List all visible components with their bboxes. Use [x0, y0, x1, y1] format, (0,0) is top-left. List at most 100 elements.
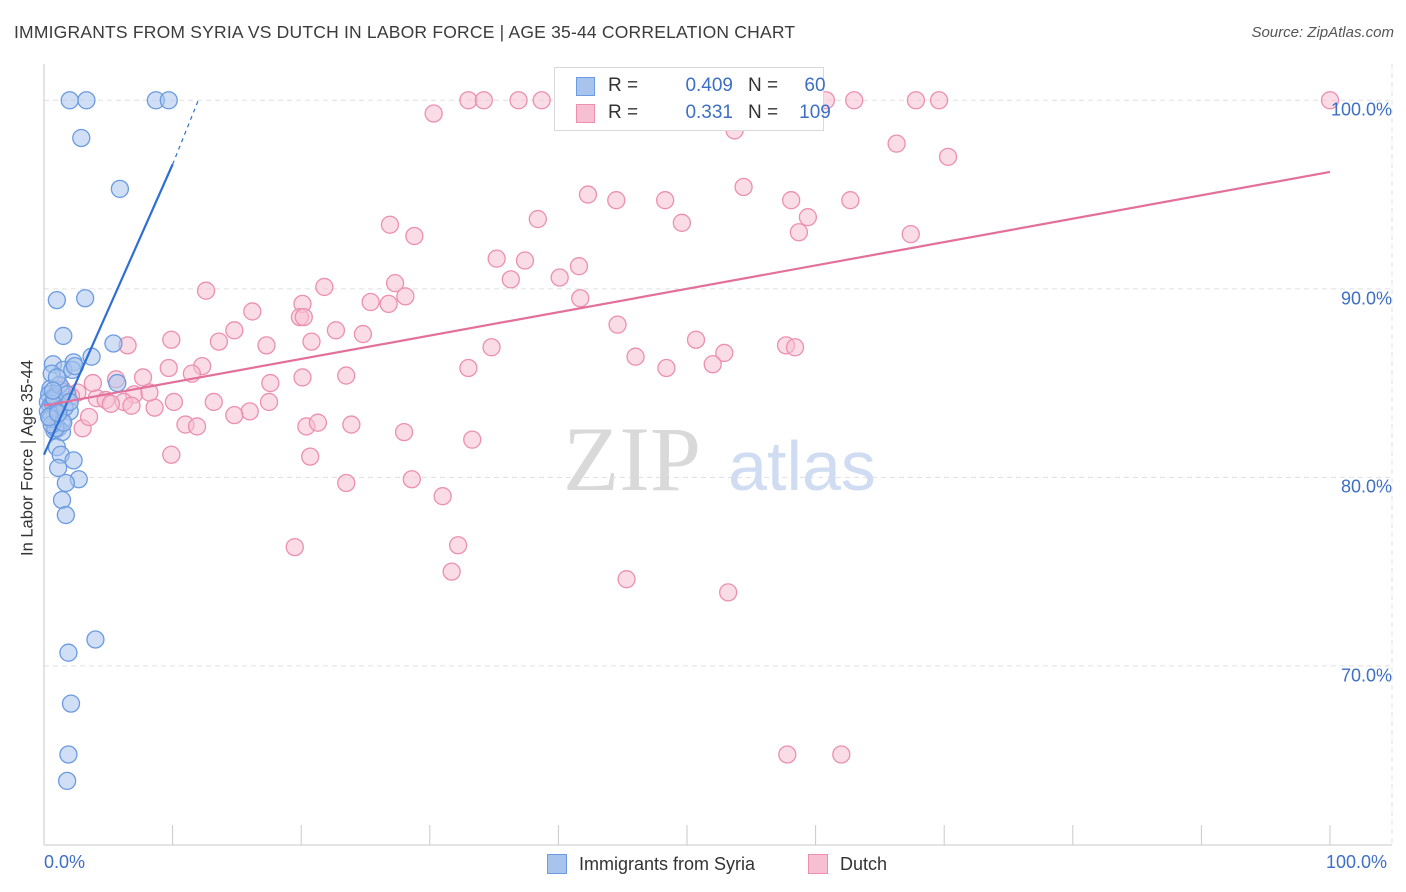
dutch-point: [285, 537, 304, 557]
dutch-point: [380, 215, 400, 234]
dutch-point: [569, 257, 589, 276]
syria-point: [76, 289, 95, 308]
dutch-point: [433, 487, 452, 506]
syria-point: [48, 458, 68, 478]
syria-point: [64, 451, 83, 470]
dutch-point: [259, 392, 279, 412]
dutch-point: [845, 91, 864, 110]
dutch-r-label: R =: [608, 102, 639, 123]
dutch-point: [528, 209, 547, 229]
syria-point: [110, 179, 130, 199]
syria-point: [52, 490, 72, 510]
dutch-point: [361, 292, 380, 312]
syria-point: [61, 694, 81, 713]
syria-point: [43, 381, 63, 400]
dutch-point: [83, 373, 103, 393]
dutch-point: [474, 91, 493, 110]
syria-point: [108, 373, 127, 393]
dutch-point: [734, 177, 753, 197]
dutch-point: [293, 368, 312, 387]
syria-point: [47, 290, 67, 310]
dutch-point: [550, 268, 569, 287]
dutch-point: [789, 223, 809, 242]
watermark-atlas: atlas: [728, 427, 876, 505]
dutch-point: [938, 147, 958, 166]
dutch-point: [394, 422, 414, 442]
dutch-point: [337, 473, 356, 493]
dutch-point: [715, 343, 734, 363]
dutch-point: [159, 358, 178, 378]
dutch-point: [509, 91, 528, 110]
syria-n-value: 60: [804, 75, 826, 96]
dutch-point: [841, 191, 860, 210]
dutch-point: [463, 430, 482, 449]
x-tick-min: 0.0%: [44, 852, 86, 872]
dutch-point: [515, 251, 535, 270]
syria-r-value: 0.409: [685, 75, 733, 96]
dutch-point: [243, 302, 262, 321]
dutch-point: [385, 274, 405, 293]
dutch-point: [164, 392, 184, 412]
dutch-point: [337, 366, 356, 385]
dutch-point: [657, 358, 676, 378]
dutch-point: [315, 277, 334, 297]
dutch-n-value: 109: [799, 102, 831, 123]
dutch-point: [162, 445, 181, 464]
dutch-point: [906, 91, 926, 110]
dutch-point: [487, 249, 506, 268]
dutch-point: [257, 336, 276, 355]
source-label: Source: ZipAtlas.com: [1251, 24, 1394, 41]
dutch-point: [778, 745, 797, 764]
dutch-point: [782, 191, 801, 210]
dutch-point: [145, 398, 164, 417]
y-tick-label: 80.0%: [1340, 476, 1392, 497]
dutch-point: [578, 185, 598, 204]
dutch-point: [798, 208, 818, 227]
dutch-point: [442, 562, 461, 581]
dutch-point: [608, 315, 627, 334]
legend-dutch-label: Dutch: [840, 854, 888, 874]
dutch-point: [240, 402, 259, 421]
dutch-point: [571, 289, 590, 308]
syria-point: [104, 334, 123, 353]
syria-trend-extension: [172, 100, 199, 165]
syria-swatch: [576, 77, 595, 96]
syria-n-label: N =: [748, 75, 779, 96]
dutch-point: [929, 91, 949, 110]
dutch-point: [326, 321, 346, 340]
dutch-point: [672, 213, 692, 232]
dutch-point: [294, 307, 313, 327]
watermark: ZIP atlas: [563, 408, 876, 510]
dutch-swatch: [576, 104, 595, 123]
syria-point: [59, 745, 78, 764]
syria-point: [54, 326, 73, 346]
syria-point: [56, 473, 76, 493]
dutch-point: [655, 191, 675, 210]
x-tick-max: 100.0%: [1326, 852, 1388, 872]
dutch-point: [379, 294, 398, 314]
syria-point: [56, 505, 76, 525]
dutch-point: [101, 394, 121, 413]
syria-trend-line: [42, 163, 174, 456]
dutch-points: [52, 91, 1340, 764]
dutch-point: [225, 405, 244, 425]
syria-point: [59, 643, 78, 662]
dutch-point: [832, 745, 851, 764]
y-tick-label: 90.0%: [1340, 288, 1392, 309]
dutch-point: [308, 413, 328, 432]
y-tick-label: 100.0%: [1330, 99, 1392, 120]
dutch-point: [122, 396, 141, 415]
stats-box: R = 0.409 N = 60 R = 0.331 N = 109: [554, 67, 831, 131]
dutch-point: [482, 338, 501, 357]
dutch-point: [196, 281, 216, 300]
dutch-point: [424, 104, 443, 123]
syria-point: [159, 91, 178, 110]
legend-syria-label: Immigrants from Syria: [579, 854, 756, 874]
dutch-point: [501, 270, 520, 289]
dutch-point: [607, 191, 626, 210]
dutch-point: [719, 583, 738, 602]
dutch-point: [532, 91, 551, 110]
legend-syria-swatch: [547, 854, 567, 874]
dutch-point: [261, 373, 280, 393]
